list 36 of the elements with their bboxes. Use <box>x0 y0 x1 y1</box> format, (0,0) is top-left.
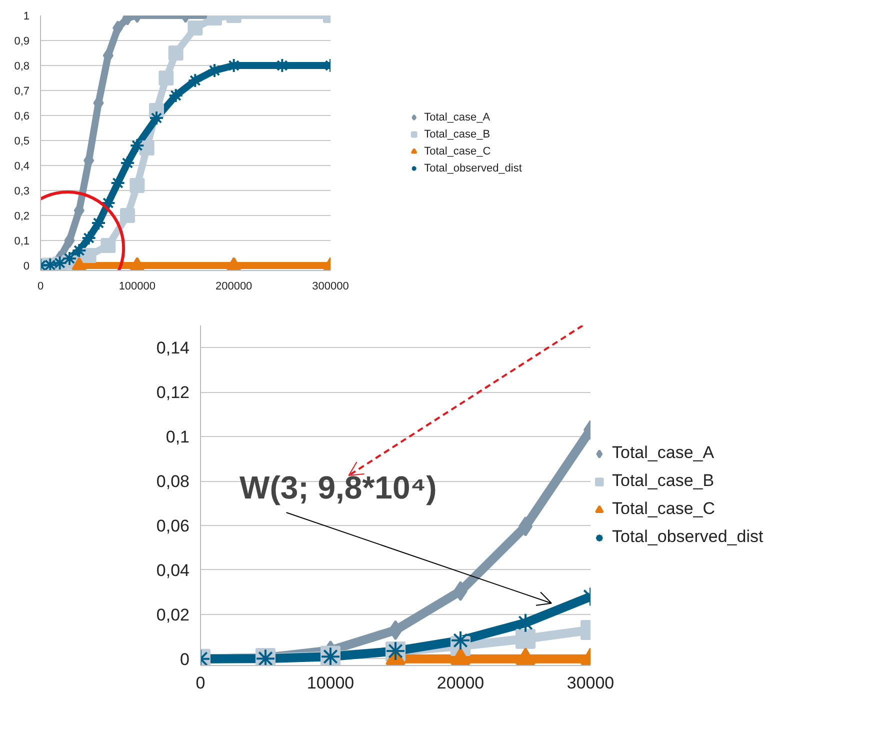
y-tick-label: 0,14 <box>156 338 190 358</box>
y-tick-label: 0,6 <box>14 110 30 122</box>
y-tick-label: 0,1 <box>14 236 30 248</box>
legend-label: Total_observed_dist <box>612 527 764 547</box>
y-tick-label: 0,06 <box>156 516 190 536</box>
x-tick-label: 100000 <box>118 280 156 292</box>
y-tick-label: 0,7 <box>14 86 30 98</box>
y-tick-label: 0,1 <box>166 428 190 447</box>
y-tick-label: 0,8 <box>14 60 30 72</box>
legend-label: Total_case_B <box>612 471 714 491</box>
legend-label: Total_case_B <box>424 128 490 140</box>
x-tick-label: 0 <box>37 280 44 292</box>
x-tick-label: 200000 <box>215 280 252 292</box>
x-tick-label: 20000 <box>436 674 484 692</box>
y-tick-label: 0,5 <box>14 136 30 148</box>
y-tick-label: 0,08 <box>156 472 190 492</box>
annotation: W(3; 9,8*10⁴) <box>240 470 437 506</box>
legend-label: Total_case_A <box>612 443 714 463</box>
legend-label: Total_observed_dist <box>424 162 522 174</box>
y-tick-label: 0,12 <box>156 383 190 402</box>
y-tick-label: 0,04 <box>156 560 190 580</box>
y-tick-label: 0 <box>23 260 30 272</box>
legend-label: Total_case_C <box>612 499 716 519</box>
legend-label: Total_case_A <box>424 111 490 123</box>
legend-label: Total_case_C <box>424 145 491 157</box>
y-tick-label: 0,4 <box>14 160 30 172</box>
x-tick-label: 10000 <box>306 674 354 692</box>
x-tick-label: 0 <box>196 674 206 692</box>
y-tick-label: 0,3 <box>14 186 30 198</box>
x-tick-label: 300000 <box>312 280 349 292</box>
y-tick-label: 0,02 <box>156 605 190 624</box>
y-tick-label: 0,2 <box>14 210 30 222</box>
x-tick-label: 30000 <box>566 674 614 692</box>
y-tick-label: 1 <box>23 10 30 22</box>
y-tick-label: 0,9 <box>14 36 30 48</box>
y-tick-label: 0 <box>180 650 190 669</box>
